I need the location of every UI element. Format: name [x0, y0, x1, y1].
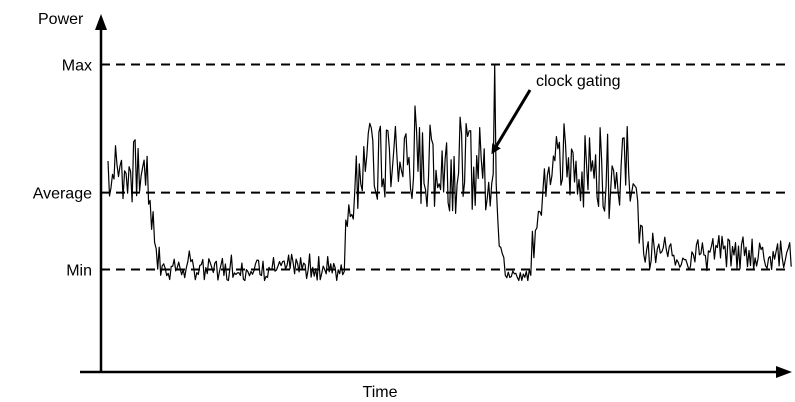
reference-lines — [101, 63, 790, 271]
y-tick-label-min: Min — [66, 263, 92, 280]
clock-gating-arrow — [491, 89, 532, 155]
y-tick-labels: Max Average Min — [33, 58, 92, 280]
y-axis-arrow-icon — [95, 14, 107, 30]
y-axis-label: Power — [38, 11, 84, 28]
x-axis-label: Time — [363, 384, 398, 401]
y-tick-label-average: Average — [33, 186, 92, 203]
annotation-clock-gating: clock gating — [536, 73, 621, 90]
power-series-line — [107, 63, 792, 282]
x-axis-arrow-icon — [776, 366, 792, 378]
y-tick-label-max: Max — [62, 58, 92, 75]
